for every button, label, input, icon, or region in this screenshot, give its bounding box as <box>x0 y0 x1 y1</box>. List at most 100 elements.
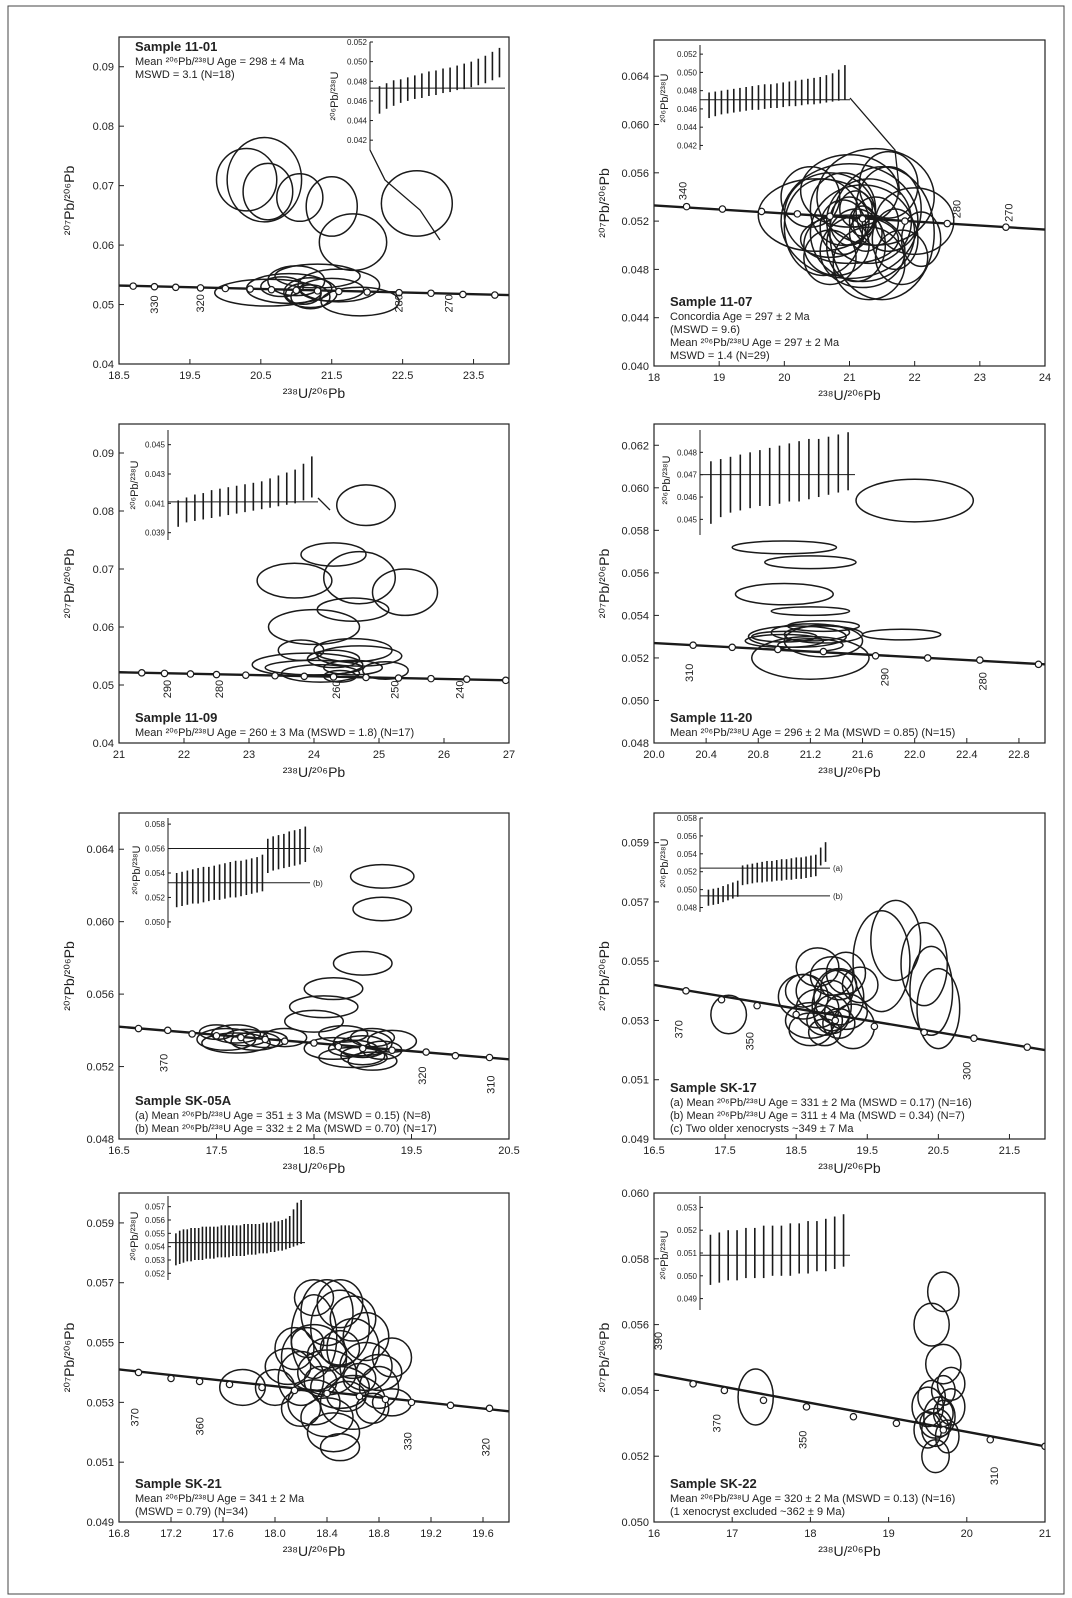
error-ellipse <box>710 994 748 1035</box>
concordia-age-marker <box>970 1034 978 1043</box>
error-ellipse <box>201 1032 271 1054</box>
error-ellipse <box>913 1302 950 1347</box>
concordia-age-marker <box>225 1380 234 1389</box>
inset-y-tick-label: 0.052 <box>677 868 698 877</box>
x-tick-label: 20 <box>961 1528 973 1540</box>
concordia-age-marker <box>186 670 195 678</box>
error-ellipse <box>829 166 935 301</box>
chart-panel-1: 330 320 280 270 18.5 19.5 20.5 21.5 22.5 23.5 0.04… <box>61 36 510 401</box>
concordia-age-label: 240 <box>455 680 467 698</box>
y-tick-label: 0.054 <box>621 610 649 622</box>
concordia-age-marker <box>446 1401 455 1410</box>
y-tick-label: 0.055 <box>86 1338 114 1350</box>
inset-y-axis-label: ²⁰⁶Pb/²³⁸U <box>329 71 341 120</box>
error-ellipse <box>803 229 857 286</box>
y-tick-label: 0.049 <box>86 1517 114 1529</box>
concordia-age-label: 370 <box>130 1408 142 1426</box>
concordia-age-marker <box>261 1035 270 1044</box>
y-axis-label: ²⁰⁷Pb/²⁰⁶Pb <box>61 549 77 619</box>
inset-y-tick-label: 0.050 <box>347 58 368 67</box>
concordia-curve <box>119 1368 509 1413</box>
x-tick-label: 19.5 <box>401 1145 422 1157</box>
x-tick-label: 20.0 <box>643 749 664 761</box>
error-ellipse <box>305 175 359 237</box>
inset-y-axis-label: ²⁰⁶Pb/²³⁸U <box>129 1211 141 1260</box>
error-ellipse <box>316 645 403 667</box>
error-ellipse <box>832 226 906 301</box>
inset-y-tick-label: 0.054 <box>677 850 698 859</box>
error-ellipse <box>326 1317 380 1380</box>
error-ellipse <box>329 1295 377 1342</box>
concordia-curve <box>119 671 509 682</box>
y-tick-label: 0.058 <box>621 525 649 537</box>
concordia-age-label: 280 <box>394 294 406 312</box>
concordia-age-label: 280 <box>977 672 989 690</box>
inset-y-tick-label: 0.048 <box>677 87 698 96</box>
concordia-age-label: 370 <box>159 1054 171 1072</box>
age-annotation: Mean ²⁰⁶Pb/²³⁸U Age = 341 ± 2 Ma <box>135 1493 305 1505</box>
concordia-age-marker <box>427 289 435 298</box>
x-tick-label: 20.4 <box>695 749 716 761</box>
y-tick-label: 0.048 <box>621 738 649 750</box>
error-ellipse <box>926 1271 960 1313</box>
concordia-age-marker <box>313 287 322 295</box>
inset-y-tick-label: 0.052 <box>677 1226 698 1235</box>
concordia-curve <box>654 641 1045 666</box>
x-tick-label: 21.5 <box>999 1145 1020 1157</box>
x-axis-label: ²³⁸U/²⁰⁶Pb <box>818 1160 881 1176</box>
error-ellipse <box>284 1009 344 1033</box>
y-tick-label: 0.058 <box>621 1254 649 1266</box>
age-annotation: Concordia Age = 297 ± 2 Ma <box>670 311 811 323</box>
data-layer: 370 320 310 <box>119 863 509 1094</box>
x-tick-label: 19 <box>882 1528 894 1540</box>
concordia-age-marker <box>160 669 169 678</box>
plot-frame <box>118 1192 510 1523</box>
weighted-mean-inset: 0.042 0.044 0.046 0.048 0.050 0.052 ²⁰⁶Pb/²³⁸U <box>329 38 505 150</box>
error-ellipse <box>813 994 851 1035</box>
inset-y-tick-label: 0.053 <box>145 1256 166 1265</box>
inset-y-tick-label: 0.042 <box>347 136 368 145</box>
x-axis-label: ²³⁸U/²⁰⁶Pb <box>283 764 346 780</box>
y-tick-label: 0.057 <box>86 1278 114 1290</box>
error-ellipse <box>342 1311 390 1362</box>
inset-y-tick-label: 0.053 <box>677 1203 698 1212</box>
y-axis-label: ²⁰⁷Pb/²⁰⁶Pb <box>596 549 612 619</box>
y-tick-label: 0.064 <box>621 71 649 83</box>
inset-y-tick-label: 0.056 <box>677 832 698 841</box>
inset-y-axis-label: ²⁰⁶Pb/²³⁸U <box>129 460 141 509</box>
inset-y-tick-label: 0.052 <box>145 893 166 902</box>
concordia-age-marker <box>774 645 782 654</box>
error-ellipse <box>911 1386 945 1428</box>
x-tick-label: 17.6 <box>212 1528 233 1540</box>
concordia-age-marker <box>323 1389 331 1398</box>
x-tick-label: 20 <box>778 372 790 384</box>
concordia-age-marker <box>329 673 338 681</box>
error-ellipse <box>737 1368 775 1426</box>
x-axis-label: ²³⁸U/²⁰⁶Pb <box>818 1543 881 1559</box>
age-annotation: (c) Two older xenocrysts ~349 ± 7 Ma <box>670 1123 854 1135</box>
error-ellipse <box>764 555 857 570</box>
y-tick-label: 0.052 <box>621 216 649 228</box>
y-tick-label: 0.060 <box>86 917 114 929</box>
x-tick-label: 17 <box>726 1528 738 1540</box>
concordia-age-marker <box>355 1392 364 1401</box>
inset-y-tick-label: 0.048 <box>677 904 698 913</box>
concordia-age-marker <box>923 654 932 662</box>
error-ellipse <box>874 187 955 256</box>
error-ellipse <box>300 542 367 567</box>
y-axis-label: ²⁰⁷Pb/²⁰⁶Pb <box>61 941 77 1011</box>
weighted-mean-inset: 0.039 0.041 0.043 0.045 ²⁰⁶Pb/²³⁸U <box>129 430 318 540</box>
x-tick-label: 16.8 <box>108 1528 129 1540</box>
concordia-age-marker <box>976 656 984 664</box>
weighted-mean-inset: 0.052 0.053 0.054 0.055 0.056 0.057 ²⁰⁶Pb/²³⁸U <box>129 1196 305 1280</box>
data-layer: 370 360 330 320 <box>119 1278 509 1462</box>
y-tick-label: 0.048 <box>86 1134 114 1146</box>
concordia-age-label: 370 <box>673 1020 685 1038</box>
error-ellipse <box>751 635 870 680</box>
concordia-age-marker <box>188 1030 196 1038</box>
sample-name: Sample SK-21 <box>135 1476 222 1491</box>
error-ellipse <box>264 1347 312 1386</box>
concordia-age-marker <box>129 282 137 290</box>
x-tick-label: 23 <box>243 749 255 761</box>
